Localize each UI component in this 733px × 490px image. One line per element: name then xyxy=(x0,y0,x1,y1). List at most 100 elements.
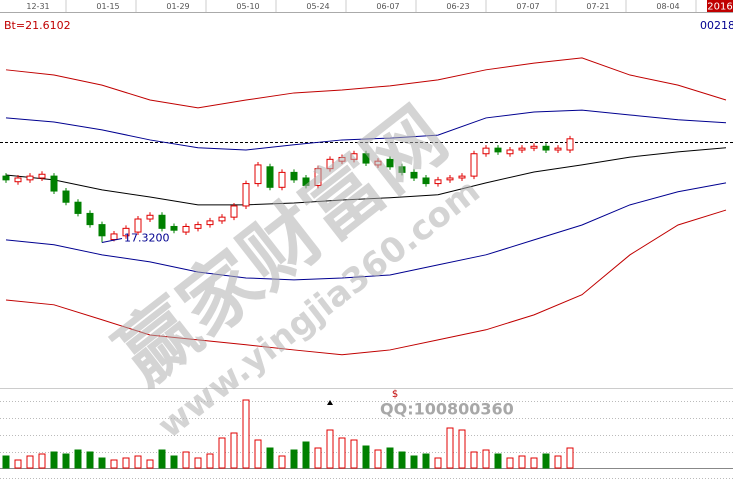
candle-body xyxy=(290,171,298,181)
date-label: 05-10 xyxy=(236,2,259,11)
candle xyxy=(86,210,94,228)
candle-body xyxy=(554,147,562,151)
year-label: 2016 xyxy=(707,2,732,13)
volume-bar xyxy=(458,429,466,469)
candle-body xyxy=(50,175,58,192)
candle xyxy=(278,169,286,191)
candle-body xyxy=(122,227,130,237)
candle xyxy=(26,173,34,183)
volume-bar xyxy=(230,432,238,469)
candle xyxy=(386,156,394,170)
candle-body xyxy=(194,224,202,229)
candle xyxy=(134,216,142,236)
candle-body xyxy=(458,175,466,179)
volume-bar xyxy=(122,457,130,469)
candle-body xyxy=(170,225,178,231)
volume-bar xyxy=(518,455,526,469)
candle-body xyxy=(38,173,46,179)
candle-body xyxy=(362,153,370,164)
candle xyxy=(290,169,298,183)
volume-bar xyxy=(14,459,22,469)
candle xyxy=(314,165,322,189)
band-line xyxy=(5,57,727,109)
candle-body xyxy=(506,149,514,155)
candle-body xyxy=(14,177,22,183)
volume-bar xyxy=(530,457,538,469)
date-label: 07-07 xyxy=(516,2,539,11)
annotation-leader xyxy=(101,238,123,244)
candle-body xyxy=(542,145,550,151)
candle xyxy=(194,221,202,232)
date-label: 01-29 xyxy=(166,2,189,11)
candle xyxy=(494,145,502,155)
candle-body xyxy=(302,177,310,186)
candle-body xyxy=(494,147,502,153)
volume-marker: $ xyxy=(392,389,398,400)
candle-body xyxy=(242,183,250,207)
candle xyxy=(38,171,46,181)
candle-body xyxy=(518,147,526,151)
candle xyxy=(146,212,154,222)
volume-bar xyxy=(74,449,82,469)
band-line xyxy=(5,209,727,356)
candle xyxy=(158,212,166,232)
date-label: 12-31 xyxy=(26,2,49,11)
candle-body xyxy=(434,179,442,185)
candle xyxy=(350,150,358,163)
volume-bar xyxy=(86,451,94,469)
candle xyxy=(230,202,238,221)
candle xyxy=(410,169,418,181)
candle-body xyxy=(566,138,574,151)
candle xyxy=(470,150,478,180)
candle-body xyxy=(338,156,346,162)
volume-bar xyxy=(158,449,166,469)
date-label: 08-04 xyxy=(656,2,679,11)
volume-bar xyxy=(554,455,562,469)
date-label: 07-21 xyxy=(586,2,609,11)
candle xyxy=(482,145,490,157)
volume-bar xyxy=(350,439,358,469)
candle xyxy=(302,175,310,189)
candle xyxy=(242,180,250,209)
volume-bar xyxy=(422,453,430,469)
candle-body xyxy=(374,160,382,166)
candle-body xyxy=(218,216,226,222)
date-label: 06-07 xyxy=(376,2,399,11)
volume-bar xyxy=(410,455,418,469)
indicator-label: Bt=21.6102 xyxy=(4,19,71,32)
volume-bar xyxy=(98,457,106,469)
volume-bar xyxy=(26,455,34,469)
candle xyxy=(434,176,442,187)
candle xyxy=(2,173,10,183)
candle xyxy=(182,223,190,236)
triangle-marker xyxy=(327,400,333,405)
volume-bar xyxy=(314,447,322,469)
candle-body xyxy=(410,171,418,179)
candle-body xyxy=(62,190,70,203)
candle xyxy=(122,225,130,239)
code-label: 00218 xyxy=(700,19,733,32)
volume-bar xyxy=(50,451,58,469)
volume-bar xyxy=(242,399,250,469)
low-annotation: 17.3200 xyxy=(124,232,170,245)
candle xyxy=(170,223,178,234)
candle xyxy=(542,143,550,153)
year-box xyxy=(707,0,733,12)
volume-bar xyxy=(194,457,202,469)
volume-bar xyxy=(362,445,370,469)
candle-body xyxy=(98,224,106,237)
candle-body xyxy=(470,153,478,177)
candle-body xyxy=(146,214,154,220)
volume-bar xyxy=(494,453,502,469)
candle-body xyxy=(134,218,142,233)
candle-body xyxy=(446,177,454,181)
band-line xyxy=(5,109,727,151)
volume-bar xyxy=(386,447,394,469)
candle xyxy=(326,156,334,172)
candle-body xyxy=(278,171,286,188)
candle-body xyxy=(350,153,358,160)
candle-body xyxy=(326,158,334,170)
candle-body xyxy=(530,145,538,149)
